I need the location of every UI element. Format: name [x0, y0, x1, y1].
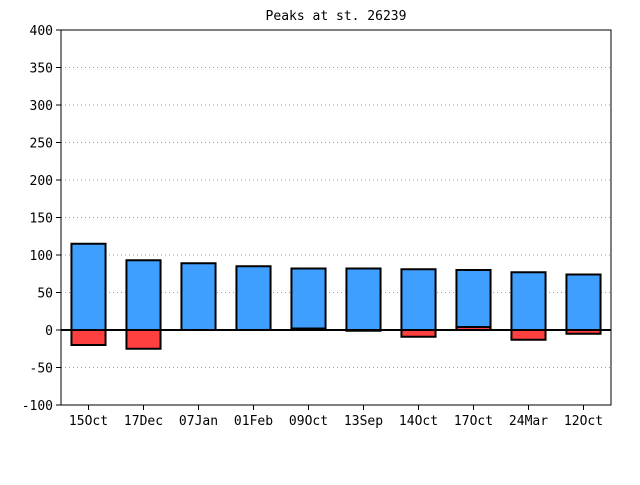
y-axis-ticks: -100 -50 0 50 100 150 200 250 300 350 400: [22, 24, 61, 414]
x-tick-label: 13Sep: [344, 414, 383, 429]
bars: [61, 242, 611, 350]
y-tick-label: 300: [30, 99, 53, 114]
x-tick-label: 24Mar: [509, 414, 548, 429]
y-tick-label: 250: [30, 137, 53, 152]
bar-series1-14Oct: [400, 329, 437, 338]
x-tick-label: 12Oct: [564, 414, 603, 429]
bar-series0-12Oct: [565, 273, 602, 331]
x-axis-ticks: 15Oct 17Dec 07Jan 01Feb 09Oct 13Sep 14Oct 17Oct…: [69, 405, 603, 429]
bar-series0-07Jan: [180, 262, 217, 331]
x-tick-label: 17Dec: [124, 414, 163, 429]
x-tick-label: 07Jan: [179, 414, 218, 429]
bar-series1-17Dec: [125, 329, 162, 350]
y-tick-label: 150: [30, 212, 53, 227]
bar-series1-15Oct: [70, 329, 107, 346]
bar-series0-15Oct: [70, 242, 107, 331]
y-tick-label: 100: [30, 249, 53, 264]
x-tick-label: 17Oct: [454, 414, 493, 429]
y-tick-label: 350: [30, 62, 53, 77]
y-tick-label: 50: [37, 287, 53, 302]
x-tick-label: 09Oct: [289, 414, 328, 429]
bar-series0-17Oct: [455, 269, 492, 331]
bar-series0-09Oct: [290, 267, 327, 331]
chart-title: Peaks at st. 26239: [266, 9, 407, 24]
plot-frame: [60, 29, 612, 406]
bar-series0-01Feb: [235, 265, 272, 331]
x-tick-label: 14Oct: [399, 414, 438, 429]
bar-series0-24Mar: [510, 271, 547, 331]
y-tick-label: 0: [45, 324, 53, 339]
y-tick-label: -100: [22, 399, 53, 414]
x-tick-label: 01Feb: [234, 414, 273, 429]
bar-series0-14Oct: [400, 268, 437, 331]
y-tick-label: 200: [30, 174, 53, 189]
bar-series0-13Sep: [345, 267, 382, 331]
bar-series0-17Dec: [125, 259, 162, 331]
y-tick-label: 400: [30, 24, 53, 39]
x-tick-label: 15Oct: [69, 414, 108, 429]
y-tick-label: -50: [30, 362, 53, 377]
bar-series1-24Mar: [510, 329, 547, 341]
